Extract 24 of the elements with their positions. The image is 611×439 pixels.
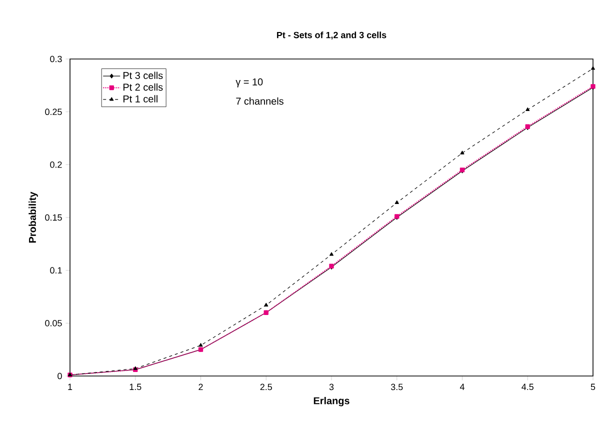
x-tick-label: 2.5 (260, 384, 272, 390)
y-tick-label: 0 (58, 372, 62, 380)
x-tick-label: 1.5 (130, 384, 142, 390)
annotation: γ = 10 (236, 78, 263, 88)
x-tick-label: 1 (68, 384, 72, 390)
x-tick-label: 4.5 (522, 384, 534, 390)
x-tick-label: 2 (198, 384, 203, 390)
y-tick-label: 0.25 (45, 108, 62, 116)
legend-label: Pt 3 cells (123, 72, 163, 80)
y-tick-label: 0.15 (45, 214, 62, 221)
y-tick-label: 0.1 (50, 267, 62, 274)
x-tick-label: 3.5 (390, 384, 403, 390)
x-tick-label: 3 (329, 384, 334, 390)
x-tick-label: 4 (460, 384, 464, 390)
legend-label: Pt 1 cell (123, 95, 158, 102)
annotation: 7 channels (236, 97, 284, 105)
x-axis-title: Erlangs (314, 396, 350, 406)
x-tick-label: 5 (590, 384, 596, 390)
y-tick-label: 0.05 (45, 320, 62, 326)
chart-title: Pt - Sets of 1,2 and 3 cells (277, 32, 386, 40)
y-tick-label: 0.2 (50, 161, 62, 168)
y-tick-label: 0.3 (50, 56, 62, 62)
legend-label: Pt 2 cells (123, 83, 163, 91)
y-axis-title: Probability (28, 192, 38, 243)
